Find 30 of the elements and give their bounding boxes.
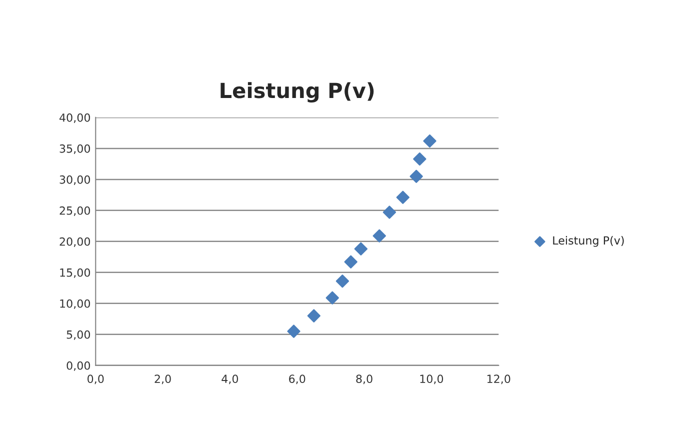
y-tick-label: 10,00: [60, 299, 90, 309]
point: [307, 309, 320, 322]
x-tick-label: 6,0: [289, 374, 306, 384]
point: [326, 291, 339, 304]
y-tick-label: 25,00: [60, 206, 90, 216]
y-tick-label: 5,00: [66, 330, 90, 340]
point: [413, 152, 426, 166]
y-tick-label: 20,00: [60, 237, 90, 247]
point: [287, 324, 300, 338]
x-tick-label: 8,0: [356, 374, 372, 384]
y-tick-label: 0,00: [66, 361, 90, 371]
point: [344, 255, 358, 268]
point: [423, 134, 436, 148]
x-tick-label: 4,0: [222, 374, 238, 384]
point: [396, 190, 410, 204]
point: [336, 274, 350, 288]
point: [372, 229, 386, 242]
y-tick-label: 30,00: [60, 175, 90, 185]
x-tick-label: 12,0: [487, 374, 510, 384]
x-tick-label: 0,0: [88, 374, 104, 384]
legend-label: Leistung P(v): [553, 236, 624, 247]
x-tick-label: 2,0: [154, 374, 171, 384]
point: [354, 242, 368, 256]
y-tick-label: 40,00: [59, 113, 90, 123]
x-tick-label: 10,0: [420, 374, 444, 384]
y-tick-label: 35,00: [60, 144, 90, 154]
y-tick-label: 15,00: [60, 268, 90, 278]
chart-title: Leistung P(v): [220, 82, 374, 102]
point: [410, 170, 423, 183]
point: [382, 206, 396, 219]
